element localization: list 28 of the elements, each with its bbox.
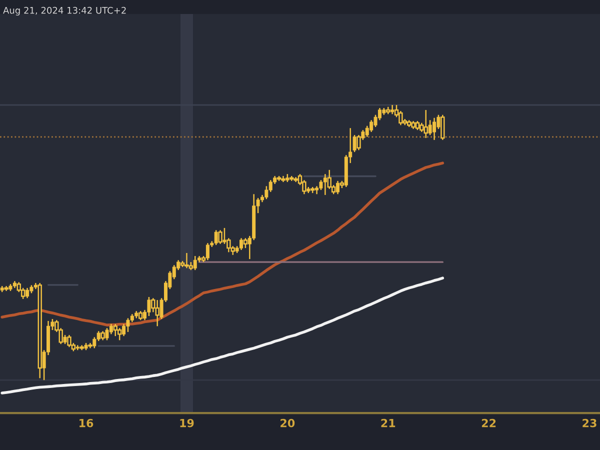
candlestick bbox=[100, 330, 105, 341]
candlestick bbox=[424, 109, 428, 139]
candlestick bbox=[415, 120, 420, 131]
candlestick bbox=[184, 252, 189, 269]
x-tick-label: 23 bbox=[582, 418, 596, 428]
candlestick bbox=[113, 323, 118, 337]
candlestick bbox=[67, 334, 72, 348]
x-tick-label: 21 bbox=[381, 418, 396, 428]
x-tick-label: 19 bbox=[180, 418, 194, 428]
x-tick-label: 16 bbox=[80, 418, 94, 428]
candlestick bbox=[138, 310, 143, 321]
text: Aug 21, 2024 13:42 UTC+2 bbox=[3, 6, 126, 16]
candlestick bbox=[432, 117, 436, 141]
x-tick-label: 20 bbox=[280, 418, 295, 428]
candlestick bbox=[356, 134, 361, 151]
candlestick bbox=[117, 327, 122, 341]
candlestick bbox=[206, 242, 210, 261]
candlestick bbox=[264, 186, 268, 200]
candlestick bbox=[370, 120, 374, 133]
candlestick bbox=[440, 114, 445, 141]
candlestick bbox=[193, 255, 197, 271]
candlestick bbox=[240, 238, 244, 251]
candlestick bbox=[155, 299, 160, 327]
candlestick bbox=[428, 120, 432, 136]
candlestick bbox=[218, 230, 222, 245]
candlestick bbox=[147, 296, 151, 317]
x-tick-label: 22 bbox=[482, 418, 496, 428]
candlestick bbox=[126, 318, 130, 333]
